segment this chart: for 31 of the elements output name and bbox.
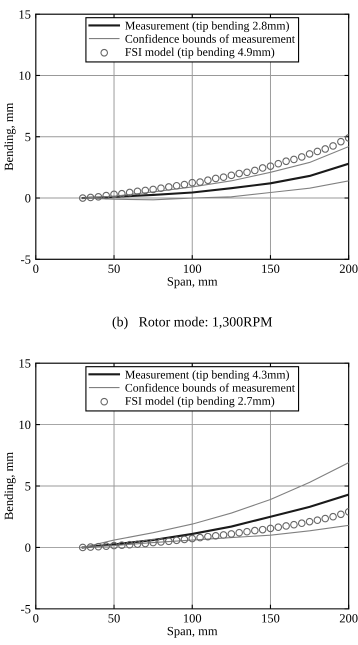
y-tick-label: 0 (25, 543, 30, 552)
y-tick-label: 10 (20, 420, 30, 430)
y-tick-label: 0 (25, 194, 30, 202)
y-tick-label: -5 (20, 255, 30, 264)
x-axis-title: Span, mm (168, 277, 218, 288)
y-tick-label: 5 (25, 132, 30, 142)
x-axis-title: Span, mm (168, 626, 218, 638)
legend-label: FSI model (tip bending 2.7mm) (125, 396, 274, 408)
x-tick-label: 0 (33, 614, 38, 623)
x-tick-label: 200 (340, 264, 358, 273)
y-tick-label: 15 (20, 10, 30, 19)
legend-label: Confidence bounds of measurement (125, 383, 295, 392)
legend-label: Confidence bounds of measurement (125, 34, 295, 43)
y-tick-label: -5 (20, 605, 30, 614)
text: (b) Rotor mode: 1,300RPM (112, 316, 272, 330)
x-tick-label: 100 (184, 614, 202, 623)
x-tick-label: 50 (108, 264, 120, 273)
y-tick-label: 15 (20, 359, 30, 368)
y-axis-title: Bending, mm (4, 102, 16, 170)
x-tick-label: 0 (33, 264, 38, 273)
legend-label: Measurement (tip bending 2.8mm) (125, 21, 289, 32)
y-tick-label: 5 (25, 482, 30, 490)
y-tick-label: 10 (20, 71, 30, 80)
x-tick-label: 200 (340, 614, 358, 623)
x-tick-label: 150 (262, 614, 280, 623)
x-tick-label: 100 (184, 264, 202, 273)
x-tick-label: 150 (262, 264, 280, 273)
legend-label: FSI model (tip bending 4.9mm) (125, 48, 274, 58)
legend-label: Measurement (tip bending 4.3mm) (125, 370, 289, 382)
y-axis-title: Bending, mm (4, 452, 16, 520)
x-tick-label: 50 (108, 614, 120, 623)
